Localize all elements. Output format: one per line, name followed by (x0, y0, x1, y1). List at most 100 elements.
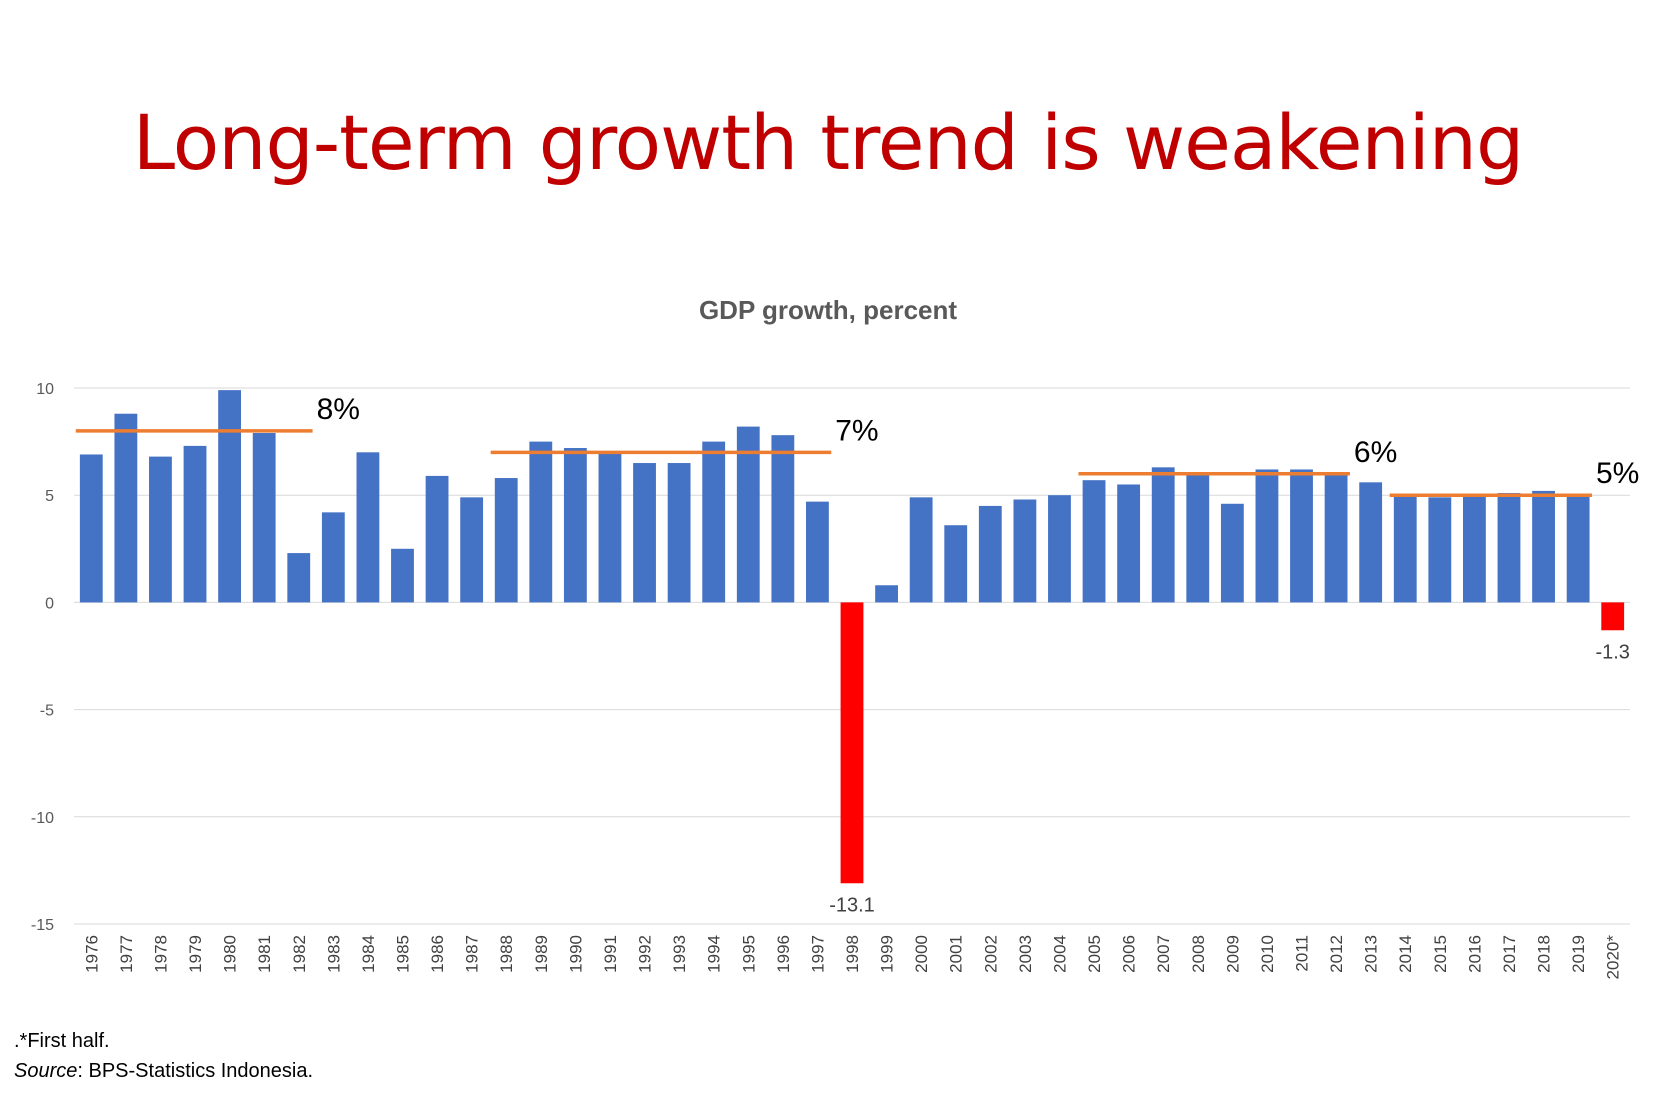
x-tick-label: 2015 (1431, 935, 1450, 973)
x-tick-label: 2008 (1189, 935, 1208, 973)
bar (1255, 469, 1279, 603)
bar (114, 413, 138, 603)
data-label: -13.1 (829, 894, 875, 916)
x-tick-label: 2011 (1293, 935, 1312, 972)
bar (149, 456, 172, 603)
bar (563, 448, 587, 603)
bar (1220, 503, 1244, 603)
x-tick-label: 1976 (82, 935, 101, 973)
x-tick-label: 1988 (497, 935, 516, 973)
chart-title: GDP growth, percent (698, 295, 958, 325)
x-tick-label: 1991 (601, 935, 620, 973)
bar (425, 475, 449, 603)
data-labels: -13.1 -1.3 (829, 641, 1630, 916)
bar (321, 512, 345, 603)
x-tick-label: 1977 (117, 935, 136, 973)
bar (1393, 495, 1417, 603)
x-tick-label: 2003 (1016, 935, 1035, 973)
bar (1462, 495, 1486, 603)
x-tick-label: 1992 (636, 935, 655, 973)
bar (287, 553, 311, 603)
source-note: Source: BPS-Statistics Indonesia. (14, 1060, 313, 1083)
x-tick-label: 2007 (1154, 935, 1173, 973)
bar (1082, 480, 1106, 603)
x-tick-label: 1985 (393, 935, 412, 973)
trend-label: 7% (835, 414, 878, 447)
y-tick-label: 5 (45, 488, 54, 505)
trend-lines: 8% 7% 6% 5% (75, 393, 1639, 497)
bar (391, 548, 414, 603)
x-tick-label: 2016 (1465, 935, 1484, 973)
x-tick-label: 2004 (1050, 935, 1069, 973)
bar (1013, 499, 1037, 603)
footnote: .*First half. (14, 1030, 110, 1052)
bar (460, 497, 484, 603)
y-tick-label: -5 (40, 703, 54, 720)
source-label: Source (14, 1060, 78, 1082)
y-axis-ticks: 10 5 0 -5 -10 -15 (31, 381, 54, 934)
bar (875, 585, 898, 603)
bar (218, 390, 242, 603)
bar (1324, 473, 1348, 603)
bar (529, 441, 553, 603)
y-tick-label: -15 (31, 917, 54, 934)
x-tick-label: 2018 (1535, 935, 1554, 973)
bar (356, 452, 380, 603)
bar (1186, 473, 1210, 603)
bar (633, 463, 656, 603)
bar (598, 452, 622, 603)
x-tick-label: 2009 (1223, 935, 1242, 973)
x-tick-label: 2012 (1327, 935, 1346, 973)
x-tick-label: 1993 (670, 935, 689, 973)
x-tick-label: 1989 (532, 935, 551, 973)
bar (1117, 484, 1141, 603)
x-tick-label: 1999 (878, 935, 897, 973)
x-axis-ticks: 1976 1977 1978 1979 1980 1981 1982 1983 1984 1985… (82, 935, 1622, 980)
bar (771, 435, 795, 603)
bar (1151, 467, 1175, 603)
bar (79, 454, 103, 603)
slide-title: Long-term growth trend is weakening (132, 98, 1524, 187)
bars (79, 390, 1625, 884)
x-tick-label: 2014 (1396, 935, 1415, 973)
data-label: -1.3 (1595, 641, 1629, 663)
bar (978, 505, 1002, 603)
bar (252, 433, 276, 603)
y-tick-label: 10 (36, 381, 54, 398)
x-tick-label: 2019 (1569, 935, 1588, 973)
bar (494, 478, 518, 603)
x-tick-label: 1998 (843, 935, 862, 973)
trend-label: 5% (1596, 457, 1639, 490)
source-text: : BPS-Statistics Indonesia. (77, 1060, 314, 1082)
bar (736, 426, 760, 603)
bar (1048, 495, 1071, 603)
x-tick-label: 1987 (463, 935, 482, 973)
bar (1290, 469, 1313, 603)
bar (1601, 602, 1625, 631)
x-tick-label: 1978 (151, 935, 170, 973)
bar (667, 463, 691, 603)
x-tick-label: 1997 (808, 935, 827, 973)
x-tick-label: 1990 (566, 935, 585, 973)
bar (840, 602, 864, 884)
x-tick-label: 1996 (774, 935, 793, 973)
x-tick-label: 1995 (739, 935, 758, 973)
x-tick-label: 2013 (1362, 935, 1381, 973)
bar (806, 501, 829, 603)
x-tick-label: 1983 (324, 935, 343, 973)
x-tick-label: 2020* (1604, 935, 1623, 980)
x-tick-label: 2000 (912, 935, 931, 973)
x-tick-label: 1994 (705, 935, 724, 973)
bar (1497, 493, 1521, 603)
bar (1359, 482, 1383, 603)
bar (183, 445, 207, 603)
x-tick-label: 1980 (221, 935, 240, 973)
y-tick-label: 0 (45, 595, 54, 612)
x-tick-label: 2005 (1085, 935, 1104, 973)
x-tick-label: 1986 (428, 935, 447, 973)
bar (1532, 490, 1555, 603)
x-tick-label: 2006 (1120, 935, 1139, 973)
trend-label: 6% (1354, 436, 1397, 469)
bar (1566, 495, 1590, 603)
